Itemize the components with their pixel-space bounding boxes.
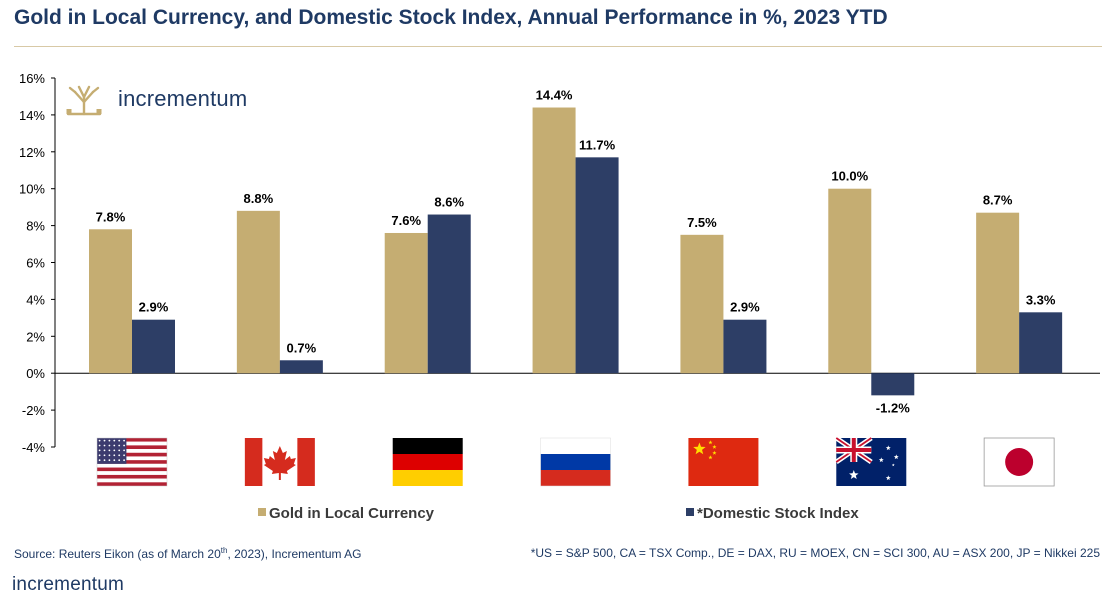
bar-stock xyxy=(723,319,767,374)
canada-flag-icon xyxy=(244,438,315,486)
legend-label: *Domestic Stock Index xyxy=(697,505,859,522)
bar-gold xyxy=(680,234,724,374)
bar-stock xyxy=(279,360,323,374)
y-tick-label: 16% xyxy=(19,71,45,86)
bar-stock xyxy=(871,373,915,396)
data-label: 2.9% xyxy=(139,300,169,315)
bar-gold xyxy=(89,229,132,374)
germany-flag-icon xyxy=(392,438,463,486)
legend-swatch xyxy=(686,508,694,516)
y-tick-label: 12% xyxy=(19,145,45,160)
russia-flag-icon xyxy=(540,437,611,487)
bar-gold xyxy=(532,107,576,374)
bar-stock xyxy=(575,157,619,374)
china-flag-icon xyxy=(688,438,759,486)
title-divider xyxy=(14,46,1102,47)
bar-chart: 16% 14% 12% 10% 8% 6% 4% 2% 0% -2% -4% 7.8% 2.9% 8.8%… xyxy=(19,71,1100,522)
data-label: 11.7% xyxy=(579,137,616,152)
australia-flag-icon xyxy=(834,435,907,486)
y-tick-label: 8% xyxy=(26,219,45,234)
bar-stock xyxy=(1019,312,1063,374)
y-tick-label: 10% xyxy=(19,182,45,197)
data-label: 0.7% xyxy=(287,340,317,355)
data-label: 2.9% xyxy=(730,300,760,315)
us-flag-icon xyxy=(96,437,168,487)
bar-gold xyxy=(236,210,280,374)
bar-stock xyxy=(427,214,471,374)
y-tick-label: -4% xyxy=(22,440,46,455)
y-tick-label: 6% xyxy=(26,256,45,271)
footer-logo: incrementum xyxy=(12,574,125,595)
bar-gold xyxy=(384,232,428,374)
data-label: 14.4% xyxy=(536,88,573,103)
y-tick-label: 4% xyxy=(26,292,45,307)
japan-flag-icon xyxy=(983,437,1055,487)
data-label: 8.8% xyxy=(244,191,274,206)
index-abbreviations-note: *US = S&P 500, CA = TSX Comp., DE = DAX,… xyxy=(530,546,1100,560)
y-tick-label: 0% xyxy=(26,366,45,381)
bar-gold xyxy=(828,188,872,374)
bar-gold xyxy=(976,212,1020,374)
y-tick-label: -2% xyxy=(22,403,46,418)
data-label: 10.0% xyxy=(831,169,868,184)
data-label: -1.2% xyxy=(876,400,910,415)
chart-title: Gold in Local Currency, and Domestic Sto… xyxy=(14,6,888,29)
data-label: 8.6% xyxy=(434,195,464,210)
data-label: 7.5% xyxy=(687,215,717,230)
source-note: Source: Reuters Eikon (as of March 20th,… xyxy=(14,546,362,561)
incrementum-logo: incrementum xyxy=(66,82,247,116)
legend-swatch xyxy=(258,508,266,516)
bar-stock xyxy=(132,319,175,374)
data-label: 8.7% xyxy=(983,193,1013,208)
data-label: 3.3% xyxy=(1026,292,1056,307)
legend-label: Gold in Local Currency xyxy=(269,505,435,522)
logo-wordmark: incrementum xyxy=(118,86,248,111)
data-label: 7.6% xyxy=(391,213,421,228)
y-tick-label: 14% xyxy=(19,108,45,123)
data-label: 7.8% xyxy=(96,209,126,224)
y-tick-label: 2% xyxy=(26,329,45,344)
tree-icon xyxy=(66,82,102,116)
